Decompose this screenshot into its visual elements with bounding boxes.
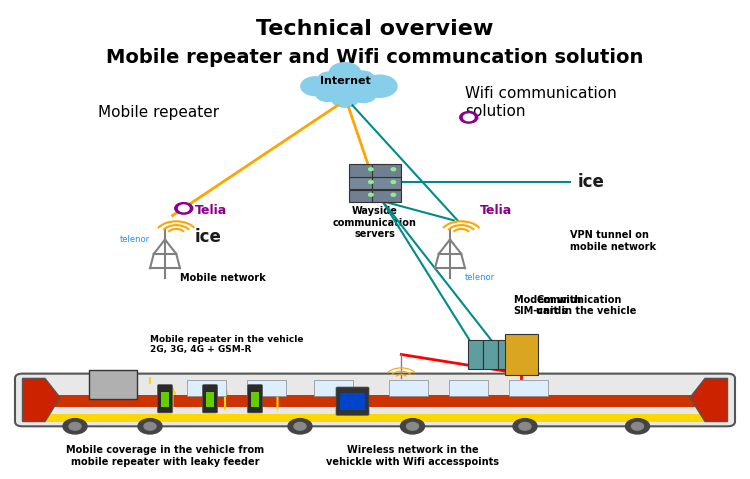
FancyBboxPatch shape (336, 387, 369, 415)
Bar (22, 395, 728, 407)
Circle shape (138, 419, 162, 434)
Text: Mobile coverage in the vehicle from
mobile repeater with leaky feeder: Mobile coverage in the vehicle from mobi… (66, 445, 264, 467)
Polygon shape (22, 378, 60, 422)
Text: Mobile network: Mobile network (180, 273, 266, 283)
FancyBboxPatch shape (449, 380, 488, 396)
Circle shape (178, 205, 189, 212)
Circle shape (368, 181, 373, 183)
Circle shape (316, 86, 340, 102)
FancyBboxPatch shape (187, 380, 226, 396)
Text: Technical overview: Technical overview (256, 19, 494, 39)
Circle shape (69, 422, 81, 430)
Bar (161, 392, 169, 407)
Text: Communication
unit in the vehicle: Communication unit in the vehicle (536, 295, 637, 316)
Bar (22, 414, 728, 422)
Bar (206, 392, 214, 407)
FancyBboxPatch shape (349, 177, 378, 189)
Bar (251, 392, 259, 407)
Circle shape (392, 181, 396, 183)
Circle shape (350, 71, 374, 87)
Text: ice: ice (578, 173, 604, 191)
Circle shape (318, 72, 340, 87)
FancyBboxPatch shape (202, 385, 217, 413)
FancyBboxPatch shape (248, 385, 262, 413)
FancyBboxPatch shape (509, 380, 548, 396)
FancyBboxPatch shape (88, 370, 136, 399)
Circle shape (350, 86, 376, 103)
Circle shape (368, 194, 373, 196)
Text: VPN tunnel on
mobile network: VPN tunnel on mobile network (570, 230, 656, 251)
Text: telenor: telenor (465, 273, 495, 282)
Text: Modem with
SIM-cards: Modem with SIM-cards (514, 295, 581, 316)
Text: Wayside
communication
servers: Wayside communication servers (333, 206, 417, 239)
FancyBboxPatch shape (498, 340, 513, 369)
Text: Telia: Telia (195, 204, 227, 217)
Circle shape (632, 422, 644, 430)
FancyBboxPatch shape (389, 380, 428, 396)
Circle shape (329, 63, 361, 82)
Text: Mobile repeater in the vehicle
2G, 3G, 4G + GSM-R: Mobile repeater in the vehicle 2G, 3G, 4… (150, 335, 304, 354)
Text: Wifi communication
solution: Wifi communication solution (465, 86, 616, 119)
Circle shape (392, 194, 396, 196)
FancyBboxPatch shape (372, 164, 400, 177)
Circle shape (63, 419, 87, 434)
FancyBboxPatch shape (468, 340, 483, 369)
FancyBboxPatch shape (158, 385, 172, 413)
Circle shape (519, 422, 531, 430)
Circle shape (406, 422, 418, 430)
Circle shape (392, 168, 396, 171)
Circle shape (464, 114, 474, 121)
Circle shape (460, 112, 478, 123)
Ellipse shape (314, 74, 376, 98)
Circle shape (368, 168, 373, 171)
Circle shape (332, 90, 358, 107)
FancyBboxPatch shape (372, 177, 400, 189)
Circle shape (513, 419, 537, 434)
Text: ice: ice (195, 228, 222, 246)
FancyBboxPatch shape (15, 374, 735, 426)
Circle shape (175, 203, 193, 214)
Circle shape (400, 419, 424, 434)
FancyBboxPatch shape (247, 380, 286, 396)
FancyBboxPatch shape (505, 334, 538, 375)
Text: Wireless network in the
vehickle with Wifi accesspoints: Wireless network in the vehickle with Wi… (326, 445, 499, 467)
Text: Internet: Internet (320, 77, 370, 86)
Bar (340, 393, 365, 410)
Text: Mobile repeater and Wifi communcation solution: Mobile repeater and Wifi communcation so… (106, 48, 644, 67)
FancyBboxPatch shape (314, 380, 353, 396)
Text: telenor: telenor (120, 235, 150, 244)
Circle shape (301, 77, 330, 96)
Circle shape (626, 419, 650, 434)
FancyBboxPatch shape (372, 190, 400, 202)
FancyBboxPatch shape (483, 340, 498, 369)
Circle shape (362, 75, 397, 97)
Circle shape (144, 422, 156, 430)
FancyBboxPatch shape (349, 164, 378, 177)
Circle shape (294, 422, 306, 430)
Polygon shape (690, 378, 728, 422)
Circle shape (288, 419, 312, 434)
Text: Telia: Telia (480, 204, 512, 217)
FancyBboxPatch shape (349, 190, 378, 202)
Text: Mobile repeater: Mobile repeater (98, 105, 219, 120)
